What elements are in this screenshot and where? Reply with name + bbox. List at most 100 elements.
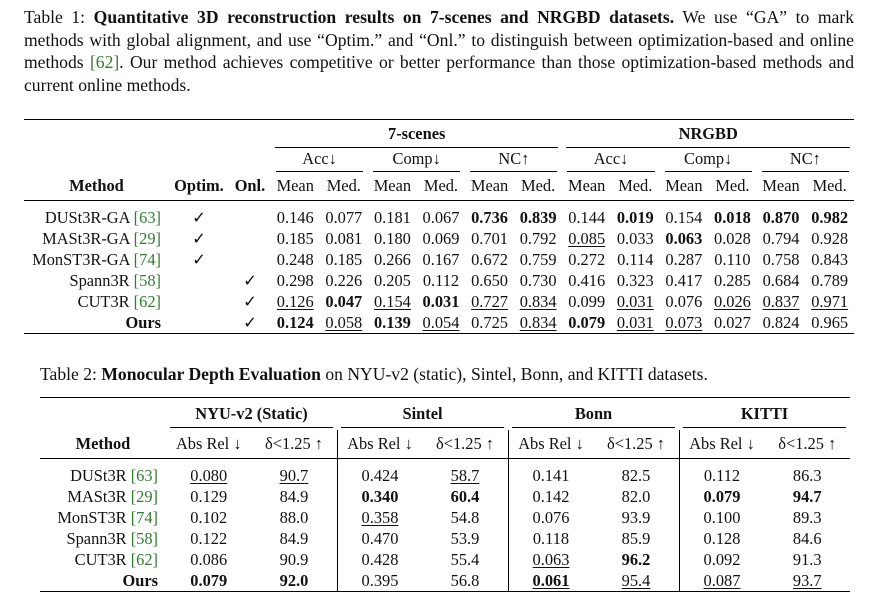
- method-name: CUT3R: [77, 291, 134, 311]
- table1-caption-citation-link[interactable]: [62]: [89, 52, 120, 72]
- citation-link[interactable]: [29]: [133, 228, 161, 248]
- value-cell: 0.142: [507, 486, 594, 507]
- method-name-cell: CUT3R [62]: [24, 291, 169, 312]
- method-name-cell: Ours: [24, 312, 169, 334]
- table1-body: DUSt3R-GA [63] ✓ 0.146 0.077 0.181 0.067 0.736…: [24, 201, 854, 334]
- column-header-med: Med.: [423, 176, 459, 195]
- method-name: Ours: [125, 312, 161, 332]
- column-header-method: Method: [69, 176, 124, 195]
- value-cell: 0.031: [616, 312, 654, 332]
- optim-checkmark-cell: ✓: [192, 228, 206, 248]
- table-row: MASt3R [29] 0.129 84.9 0.340 60.4 0.142 82.0 0.…: [40, 486, 850, 507]
- group-header-kitti: KITTI: [683, 404, 846, 428]
- value-cell: 0.033: [616, 228, 654, 248]
- value-cell: 0.727: [471, 291, 508, 311]
- citation-link[interactable]: [62]: [130, 549, 158, 569]
- value-cell: 0.086: [190, 549, 228, 569]
- citation-link[interactable]: [62]: [133, 291, 161, 311]
- table1-caption: Table 1: Quantitative 3D reconstruction …: [24, 6, 854, 96]
- table-row: MASt3R-GA [29] ✓ 0.185 0.081 0.180 0.069 0.701…: [24, 228, 854, 249]
- value-cell: 0.736: [471, 207, 508, 227]
- value-cell: 0.081: [325, 228, 363, 248]
- value-cell: 0.079: [190, 570, 228, 590]
- method-name-cell: Spann3R [58]: [24, 270, 169, 291]
- value-cell: 0.792: [519, 228, 557, 248]
- column-header-method: Method: [75, 434, 131, 453]
- value-cell: 0.672: [471, 249, 508, 269]
- onl-checkmark-cell: ✓: [243, 270, 257, 290]
- citation-link[interactable]: [63]: [130, 465, 158, 485]
- table2-caption-label: Table 2:: [40, 364, 97, 384]
- citation-link[interactable]: [63]: [133, 207, 161, 227]
- value-cell: 0.701: [471, 228, 508, 248]
- value-cell: 0.112: [678, 458, 765, 486]
- value-cell: 88.0: [279, 507, 309, 527]
- method-name: CUT3R: [74, 549, 131, 569]
- value-cell: 0.073: [665, 312, 703, 332]
- method-name-cell: MonST3R-GA [74]: [24, 249, 169, 270]
- value-cell: 0.834: [519, 291, 557, 311]
- metric-header-nc: NC↑: [761, 149, 849, 172]
- optim-checkmark-cell: [169, 312, 229, 334]
- column-header-onl: Onl.: [234, 176, 266, 195]
- column-header-mean: Mean: [276, 176, 314, 195]
- value-cell: 0.087: [678, 570, 765, 592]
- value-cell: 0.079: [678, 486, 765, 507]
- value-cell: 93.7: [792, 570, 822, 590]
- value-cell: 0.971: [811, 291, 849, 311]
- value-cell: 0.092: [678, 549, 765, 570]
- value-cell: 0.965: [811, 312, 849, 332]
- value-cell: 0.077: [325, 207, 363, 227]
- value-cell: 0.266: [373, 249, 411, 269]
- method-name: DUSt3R-GA: [44, 207, 134, 227]
- table-row: Spann3R [58] 0.122 84.9 0.470 53.9 0.118 85.9 0…: [40, 528, 850, 549]
- optim-checkmark-cell: ✓: [192, 249, 206, 269]
- value-cell: 96.2: [621, 549, 651, 569]
- table2-body: DUSt3R [63] 0.080 90.7 0.424 58.7 0.141 82.5 0.…: [40, 458, 850, 592]
- value-cell: 95.4: [621, 570, 651, 590]
- value-cell: 0.185: [325, 249, 363, 269]
- column-header-mean: Mean: [470, 176, 509, 195]
- citation-link[interactable]: [58]: [133, 270, 161, 290]
- onl-checkmark-cell: ✓: [243, 312, 257, 332]
- column-header-med: Med.: [521, 176, 556, 195]
- column-header-absrel: Abs Rel ↓: [336, 430, 423, 459]
- value-cell: 0.340: [336, 486, 423, 507]
- value-cell: 0.063: [665, 228, 703, 248]
- method-name: MonST3R-GA: [32, 249, 134, 269]
- metric-header-comp: Comp↓: [373, 149, 461, 172]
- column-header-mean: Mean: [568, 176, 606, 195]
- value-cell: 0.684: [762, 270, 800, 290]
- value-cell: 0.102: [190, 507, 228, 527]
- method-name-cell: MonST3R [74]: [40, 507, 166, 528]
- value-cell: 90.9: [279, 549, 309, 569]
- citation-link[interactable]: [58]: [130, 528, 158, 548]
- table-row: CUT3R [62] ✓ 0.126 0.047 0.154 0.031 0.727 0.83…: [24, 291, 854, 312]
- value-cell: 93.9: [621, 507, 651, 527]
- value-cell: 82.5: [621, 465, 651, 485]
- table-row: Ours 0.079 92.0 0.395 56.8 0.061 95.4 0.087 93.7: [40, 570, 850, 592]
- column-header-mean: Mean: [762, 176, 800, 195]
- value-cell: 0.417: [665, 270, 703, 290]
- value-cell: 0.416: [568, 270, 606, 290]
- group-header-nyu: NYU-v2 (Static): [170, 404, 333, 428]
- value-cell: 0.124: [276, 312, 314, 332]
- citation-link[interactable]: [74]: [130, 507, 158, 527]
- citation-link[interactable]: [74]: [133, 249, 161, 269]
- method-name: MonST3R: [57, 507, 131, 527]
- value-cell: 0.139: [373, 312, 411, 332]
- method-name: Spann3R: [66, 528, 131, 548]
- value-cell: 0.285: [714, 270, 751, 290]
- table-row: CUT3R [62] 0.086 90.9 0.428 55.4 0.063 96.2 0.0…: [40, 549, 850, 570]
- group-header-7scenes: 7-scenes: [274, 124, 559, 148]
- column-header-absrel: Abs Rel ↓: [507, 430, 594, 459]
- value-cell: 92.0: [279, 570, 309, 590]
- metric-header-nc: NC↑: [470, 149, 558, 172]
- value-cell: 90.7: [279, 465, 309, 485]
- metric-header-acc: Acc↓: [567, 149, 655, 172]
- value-cell: 84.9: [279, 528, 309, 548]
- value-cell: 0.287: [665, 249, 703, 269]
- citation-link[interactable]: [29]: [130, 486, 158, 506]
- value-cell: 0.758: [762, 249, 800, 269]
- value-cell: 58.7: [450, 465, 480, 485]
